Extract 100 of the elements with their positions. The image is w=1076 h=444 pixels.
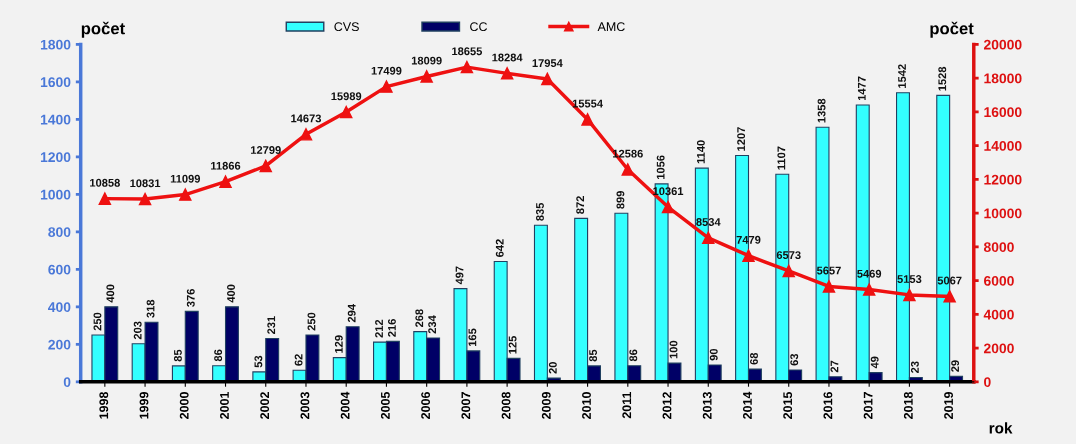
data-label: 268	[415, 309, 424, 328]
x-tick-label: 2011	[622, 391, 632, 419]
data-label: 497	[455, 266, 464, 285]
data-label: 53	[254, 355, 263, 368]
data-label: 1107	[777, 146, 786, 170]
x-tick-label: 2003	[300, 392, 310, 419]
y-tick-label: 400	[48, 302, 71, 313]
data-label: 203	[133, 321, 142, 340]
x-tick-label: 2016	[823, 392, 833, 419]
y-tick-label: 0	[63, 377, 71, 388]
data-label: 12799	[251, 146, 281, 154]
data-label: 62	[294, 354, 303, 366]
data-label: 318	[146, 299, 155, 318]
data-label: 400	[227, 284, 235, 303]
y2-axis-title: počet	[930, 21, 974, 38]
data-label: 212	[375, 319, 383, 338]
x-tick-label: 2002	[260, 392, 270, 419]
data-label: 10858	[90, 178, 120, 187]
data-label: 17954	[532, 59, 563, 67]
data-label: 294	[347, 304, 356, 323]
data-label: 90	[709, 348, 718, 361]
data-label: 15554	[572, 99, 603, 108]
y2-tick-label: 12000	[984, 174, 1022, 185]
data-label: 27	[830, 360, 839, 373]
data-label: 85	[589, 349, 597, 362]
y-tick-label: 1000	[40, 189, 71, 200]
x-tick-label: 2017	[863, 392, 873, 419]
data-label: 17499	[371, 66, 402, 75]
x-tick-label: 2018	[903, 391, 913, 419]
data-label: 400	[106, 284, 115, 303]
data-label: 835	[536, 202, 544, 221]
x-tick-label: 2015	[783, 391, 793, 419]
data-label: 899	[616, 191, 625, 209]
y2-tick-label: 0	[984, 377, 991, 388]
data-label: 129	[334, 335, 343, 353]
data-label: 20	[548, 362, 557, 374]
x-tick-label: 2019	[944, 392, 953, 419]
data-label: 7479	[736, 235, 761, 244]
y-tick-label: 800	[48, 227, 71, 238]
y2-tick-label: 14000	[984, 140, 1022, 151]
x-tick-label: 2012	[662, 392, 672, 419]
data-label: 18655	[452, 47, 483, 56]
legend-label: CC	[470, 22, 488, 32]
x-tick-label: 2013	[702, 392, 712, 419]
x-tick-label: 2008	[501, 391, 511, 419]
y-tick-label: 1200	[40, 152, 71, 163]
y-tick-label: 200	[48, 339, 71, 350]
data-label: 1056	[656, 155, 665, 180]
data-label: 100	[669, 340, 678, 359]
x-tick-label: 2005	[380, 391, 390, 419]
x-tick-label: 2006	[421, 392, 431, 419]
data-label: 85	[173, 349, 182, 362]
y2-tick-label: 16000	[984, 107, 1022, 118]
data-label: 1477	[857, 76, 866, 101]
data-label: 1207	[737, 127, 746, 151]
data-label: 642	[495, 239, 504, 257]
data-label: 125	[508, 336, 517, 354]
data-label: 18099	[411, 56, 442, 65]
y2-tick-label: 4000	[983, 309, 1014, 320]
legend-label: CVS	[334, 22, 359, 32]
x-tick-label: 1999	[139, 392, 149, 419]
data-label: 63	[790, 353, 799, 366]
data-label: 29	[951, 360, 960, 372]
data-label: 1140	[696, 140, 705, 164]
data-label: 6573	[776, 251, 801, 260]
y-tick-label: 1600	[40, 77, 71, 88]
x-tick-label: 2007	[461, 392, 471, 419]
data-label: 10831	[130, 179, 161, 188]
x-tick-label: 1998	[99, 391, 109, 419]
y2-tick-label: 8000	[983, 242, 1014, 253]
data-label: 11866	[211, 161, 241, 170]
data-label: 376	[186, 289, 195, 307]
data-label: 5153	[897, 275, 922, 283]
y-tick-label: 1400	[40, 114, 71, 125]
data-label: 18284	[492, 53, 523, 62]
data-label: 86	[214, 349, 223, 362]
y-tick-label: 1800	[40, 39, 71, 50]
data-label: 1542	[898, 64, 906, 88]
x-tick-label: 2000	[179, 392, 189, 419]
data-label: 5469	[857, 269, 882, 278]
data-label: 14673	[291, 114, 322, 123]
data-label: 49	[870, 356, 879, 369]
x-tick-label: 2010	[582, 392, 591, 419]
y2-tick-label: 10000	[984, 208, 1022, 219]
x-tick-label: 2009	[541, 392, 551, 419]
data-label: 234	[428, 315, 437, 334]
data-label: 86	[629, 349, 638, 362]
data-label: 216	[387, 319, 396, 337]
data-label: 250	[307, 312, 316, 331]
data-label: 250	[93, 312, 102, 331]
data-label: 872	[576, 196, 585, 214]
y2-tick-label: 6000	[984, 275, 1014, 286]
legend-label: AMC	[597, 22, 625, 32]
x-axis-title: rok	[989, 422, 1013, 434]
y-tick-label: 600	[48, 264, 71, 275]
y2-tick-label: 18000	[984, 73, 1022, 84]
data-label: 165	[468, 328, 477, 347]
x-tick-label: 2001	[220, 391, 229, 419]
x-tick-label: 2014	[743, 391, 752, 419]
y2-tick-label: 2000	[983, 343, 1014, 354]
